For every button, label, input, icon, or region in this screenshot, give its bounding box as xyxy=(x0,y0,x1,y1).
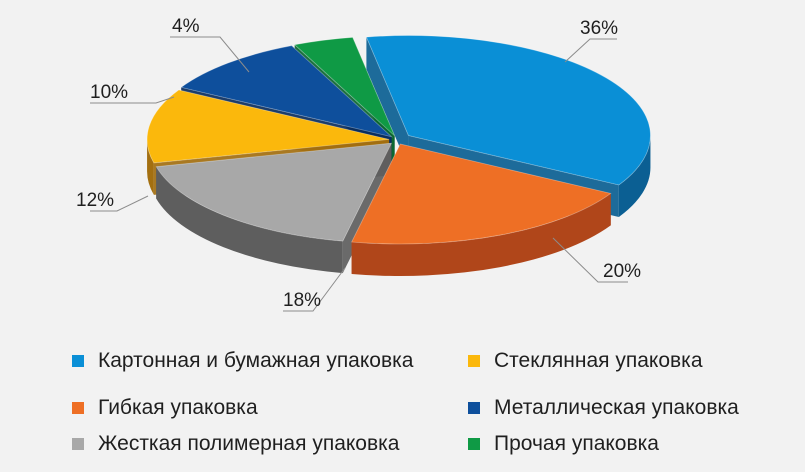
pie-chart: 36% 20% 18% 12% 10% 4% xyxy=(76,16,651,312)
data-label-cardboard: 36% xyxy=(580,18,618,39)
legend-swatch-cardboard xyxy=(72,355,84,367)
legend-item-metal: Металлическая упаковка xyxy=(468,396,739,420)
leader-line-rigid-plastic xyxy=(283,267,346,312)
pie-slice-rigid-plastic xyxy=(155,142,393,274)
data-label-rigid-plastic: 18% xyxy=(283,290,321,311)
data-label-glass: 12% xyxy=(76,190,114,211)
legend-label-rigid-plastic: Жесткая полимерная упаковка xyxy=(98,432,400,455)
data-label-other: 4% xyxy=(172,16,200,37)
legend-item-rigid-plastic: Жесткая полимерная упаковка xyxy=(72,432,399,456)
legend-swatch-flexible xyxy=(72,402,84,414)
legend-item-other: Прочая упаковка xyxy=(468,432,659,456)
data-label-metal: 10% xyxy=(90,82,128,103)
legend-label-flexible: Гибкая упаковка xyxy=(98,396,258,419)
legend-swatch-other xyxy=(468,438,480,450)
legend-swatch-glass xyxy=(468,355,480,367)
leader-line-other xyxy=(170,36,250,73)
pie-slice-flexible xyxy=(351,143,612,277)
legend-swatch-metal xyxy=(468,402,480,414)
data-label-flexible: 20% xyxy=(603,261,641,282)
leader-line-metal xyxy=(90,96,175,104)
legend-item-flexible: Гибкая упаковка xyxy=(72,396,258,420)
legend: Картонная и бумажная упаковка Гибкая упа… xyxy=(0,335,805,472)
legend-label-cardboard: Картонная и бумажная упаковка xyxy=(98,349,414,372)
legend-item-glass: Стеклянная упаковка xyxy=(468,349,703,373)
legend-label-other: Прочая упаковка xyxy=(494,432,659,455)
leader-line-cardboard xyxy=(564,38,617,63)
legend-label-metal: Металлическая упаковка xyxy=(494,396,739,419)
legend-item-cardboard: Картонная и бумажная упаковка xyxy=(72,349,413,373)
legend-swatch-rigid-plastic xyxy=(72,438,84,450)
leader-line-glass xyxy=(90,195,149,212)
leader-line-flexible xyxy=(552,237,628,283)
legend-label-glass: Стеклянная упаковка xyxy=(494,349,703,372)
